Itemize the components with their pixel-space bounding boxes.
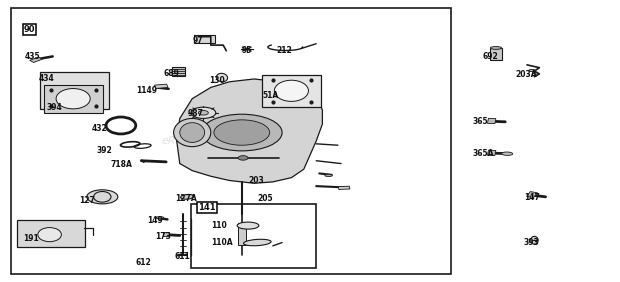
Ellipse shape <box>325 174 332 177</box>
Circle shape <box>87 190 118 204</box>
Bar <box>193 35 216 43</box>
Text: 435: 435 <box>25 52 40 61</box>
Bar <box>238 223 246 245</box>
Text: 365: 365 <box>472 117 488 126</box>
Bar <box>490 48 502 60</box>
Text: 191: 191 <box>24 233 39 243</box>
Circle shape <box>191 107 216 118</box>
Text: 394: 394 <box>46 103 62 112</box>
Text: 692: 692 <box>482 52 498 61</box>
Bar <box>339 186 350 190</box>
Bar <box>262 74 321 107</box>
Text: 149: 149 <box>148 216 163 225</box>
Text: 51A: 51A <box>262 91 278 100</box>
Ellipse shape <box>237 222 259 229</box>
Ellipse shape <box>274 80 309 101</box>
Ellipse shape <box>156 217 164 219</box>
Ellipse shape <box>94 191 111 202</box>
Circle shape <box>238 156 248 160</box>
Text: 203A: 203A <box>516 70 538 79</box>
Text: 130: 130 <box>210 76 225 85</box>
Ellipse shape <box>38 228 61 242</box>
Text: 141: 141 <box>198 203 216 212</box>
Bar <box>17 220 85 247</box>
Text: 432: 432 <box>92 124 107 133</box>
Circle shape <box>198 111 208 115</box>
Ellipse shape <box>180 123 205 142</box>
Circle shape <box>202 114 282 151</box>
Text: 1149: 1149 <box>136 86 157 95</box>
Text: 434: 434 <box>39 74 55 83</box>
Bar <box>43 85 102 113</box>
Text: 611: 611 <box>175 252 190 261</box>
Text: 212: 212 <box>276 46 291 55</box>
Ellipse shape <box>490 47 502 49</box>
Ellipse shape <box>533 72 538 74</box>
Ellipse shape <box>244 239 271 246</box>
Ellipse shape <box>502 152 513 155</box>
Text: 95: 95 <box>242 46 252 55</box>
Text: 110: 110 <box>211 221 226 230</box>
Bar <box>163 232 169 236</box>
Bar <box>487 118 496 124</box>
Text: 393: 393 <box>524 238 539 247</box>
Ellipse shape <box>174 118 211 147</box>
Text: 127: 127 <box>79 196 95 205</box>
Polygon shape <box>177 79 322 183</box>
Text: 97: 97 <box>192 36 203 45</box>
Ellipse shape <box>56 89 91 109</box>
Bar <box>487 150 496 155</box>
Bar <box>154 84 168 89</box>
Ellipse shape <box>531 236 538 244</box>
Text: 127A: 127A <box>175 194 197 203</box>
Ellipse shape <box>529 69 535 72</box>
Text: 90: 90 <box>24 25 35 34</box>
Bar <box>526 191 538 198</box>
Text: eReplacementParts.com: eReplacementParts.com <box>161 136 298 146</box>
Bar <box>40 72 108 109</box>
Text: 612: 612 <box>135 258 151 267</box>
Ellipse shape <box>180 195 194 199</box>
Bar <box>172 67 185 76</box>
Text: 392: 392 <box>96 146 112 155</box>
Bar <box>30 57 42 63</box>
Text: 718A: 718A <box>110 160 132 169</box>
Text: 205: 205 <box>257 194 273 203</box>
Text: 987: 987 <box>187 109 203 118</box>
Text: 147: 147 <box>524 193 540 202</box>
Text: 365A: 365A <box>472 149 494 158</box>
Circle shape <box>214 120 270 145</box>
Text: 110A: 110A <box>211 238 232 247</box>
Text: 173: 173 <box>155 232 171 241</box>
Bar <box>11 8 451 274</box>
Bar <box>191 204 316 268</box>
Text: 689: 689 <box>163 69 179 78</box>
Text: 203: 203 <box>248 176 264 185</box>
Ellipse shape <box>216 73 228 82</box>
